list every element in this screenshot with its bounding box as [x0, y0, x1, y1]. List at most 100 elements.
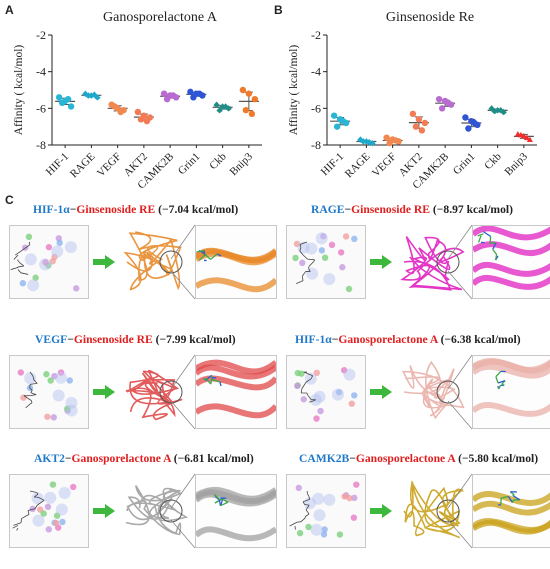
ligand-bond — [308, 261, 314, 267]
zoom-ribbon — [473, 363, 550, 379]
zoom-line — [171, 473, 196, 509]
ligand-bond — [307, 258, 315, 261]
data-point — [471, 119, 478, 127]
hydrophobic-blob — [310, 523, 323, 536]
y-axis-label: Affinity ( kcal/mol) — [288, 45, 300, 136]
ligand-stick — [214, 494, 220, 501]
data-point — [438, 105, 446, 112]
zoom-ribbon — [196, 359, 276, 375]
x-tick-label: HIF-1 — [44, 151, 71, 178]
data-point — [526, 136, 533, 142]
chart-b-title: Ginsenoside Re — [385, 10, 475, 25]
residue-marker — [351, 494, 358, 502]
ligand-bond — [305, 378, 312, 383]
data-point — [117, 108, 124, 116]
ligand-stick — [206, 378, 212, 385]
ligand-stick — [220, 501, 229, 507]
hydrophobic-blob — [323, 273, 336, 286]
residue-marker — [351, 235, 358, 243]
ligand-bond — [308, 268, 311, 272]
hydrophobic-blob — [39, 258, 52, 271]
arrow-right-icon — [93, 385, 115, 399]
data-point — [369, 139, 376, 147]
data-point — [500, 108, 507, 116]
binding-site-circle — [436, 380, 460, 404]
zoom-lines — [171, 354, 196, 430]
residue-marker — [45, 526, 52, 533]
2d-interaction-diagram — [9, 355, 89, 429]
ligand-bond — [37, 499, 45, 506]
data-point — [462, 114, 469, 121]
hydrophobic-blob — [64, 241, 77, 254]
ligand-bond — [309, 400, 313, 403]
residue-marker — [32, 274, 39, 281]
ligand-name: Ganosporelactone A — [71, 452, 171, 465]
binding-site-circle — [159, 380, 183, 404]
ligand-name: Ginsenoside RE — [351, 203, 431, 216]
data-point — [444, 99, 452, 107]
ligand-stick — [218, 499, 222, 506]
data-point — [91, 91, 98, 98]
ligand-bond — [10, 267, 19, 270]
ligand-bond — [17, 265, 24, 268]
data-point — [85, 92, 92, 99]
ligand-bond — [299, 247, 302, 252]
ligand-bond — [28, 241, 31, 244]
ligand-bond — [304, 503, 310, 506]
zoom-ribbon — [473, 518, 550, 533]
residue-marker — [313, 415, 320, 422]
residue-marker — [300, 396, 307, 403]
hydrophobic-blob — [343, 368, 356, 381]
ligand-bond — [27, 508, 36, 511]
residue-marker — [345, 285, 353, 293]
zoom-lines — [448, 473, 473, 549]
x-tick-label: Ckb — [207, 150, 229, 172]
binding-energy: (−8.97 kcal/mol) — [430, 203, 513, 216]
residue-marker — [305, 523, 312, 531]
x-tick-label: RAGE — [343, 150, 373, 180]
ligand-stick — [216, 253, 222, 257]
chart-b: -2 -4 -6 -8 Affinity ( kcal/mol) HIF-1RAGEVEG… — [288, 28, 537, 192]
data-point — [248, 110, 256, 118]
ligand-bond — [299, 250, 304, 256]
ligand-name: Ganosporelactone A — [338, 333, 438, 346]
hydrophobic-blob — [24, 253, 37, 266]
ligand-bond — [307, 493, 310, 497]
ligand-bond — [27, 510, 30, 515]
2d-interaction-diagram — [9, 474, 89, 548]
2d-interaction-diagram — [286, 474, 366, 548]
y-tick-label: -6 — [311, 101, 321, 115]
ligand-bond — [289, 521, 298, 527]
ligand-bond — [12, 525, 19, 529]
ligand-bond — [310, 375, 314, 380]
hydrophobic-blob — [315, 232, 328, 245]
ligand-bond — [20, 272, 29, 275]
residue-marker — [70, 483, 77, 491]
ligand-bond — [306, 392, 309, 396]
data-point — [409, 110, 417, 118]
residue-marker — [337, 249, 345, 256]
residue-marker — [299, 259, 306, 267]
residue-marker — [45, 243, 53, 251]
data-point — [491, 107, 498, 115]
protein-name: AKT2 — [34, 452, 65, 465]
ligand-bond — [28, 242, 31, 245]
x-tick-label: RAGE — [68, 150, 98, 180]
ligand-bond — [33, 379, 38, 384]
residue-marker — [17, 369, 25, 376]
ligand-name: Ganosporelactone A — [355, 452, 456, 465]
ligand-stick — [210, 253, 218, 260]
zoom-ribbon — [473, 275, 550, 290]
data-point — [94, 94, 101, 101]
2d-interaction-diagram — [286, 355, 366, 429]
ligand-bond — [13, 522, 22, 526]
binding-site-circle — [159, 499, 183, 523]
data-point — [58, 99, 66, 107]
protein-3d-structure — [400, 236, 465, 291]
ligand-bond — [304, 513, 310, 518]
ligand-bond — [306, 490, 308, 494]
data-point — [55, 94, 63, 101]
y-tick-label: -6 — [36, 101, 46, 115]
ligand-bond — [312, 399, 316, 402]
ligand-bond — [305, 504, 310, 511]
